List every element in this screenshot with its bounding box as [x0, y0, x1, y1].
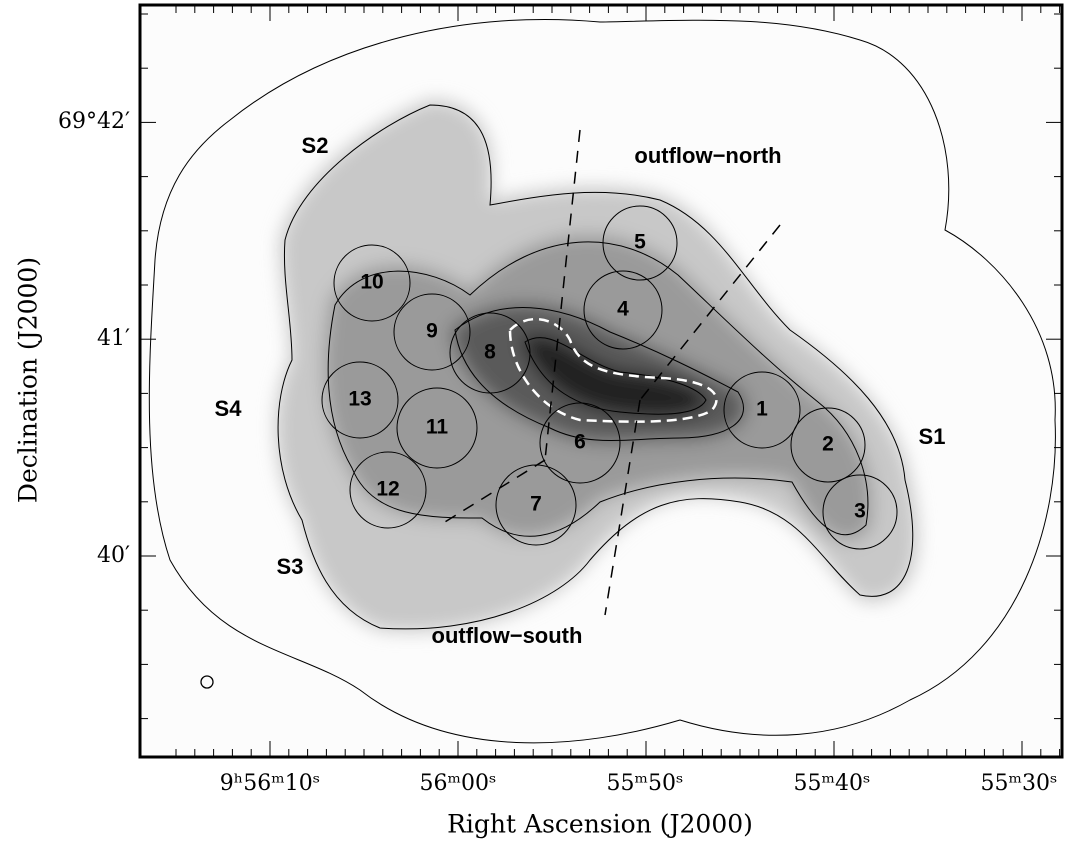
- region-label: S1: [919, 424, 946, 449]
- regions: S2 outflow−north S4 S1 S3 outflow−south: [215, 133, 946, 648]
- beam: [200, 675, 214, 689]
- y-tick-label: 41′: [97, 326, 130, 351]
- x-tick-label: 55ᵐ30ˢ: [981, 771, 1058, 796]
- aperture: [349, 451, 427, 529]
- aperture-label: 6: [574, 431, 586, 454]
- aperture-label: 2: [822, 433, 834, 456]
- region-label: outflow−south: [432, 623, 583, 648]
- x-tick-label: 56ᵐ00ˢ: [420, 771, 497, 796]
- region-label: outflow−north: [634, 143, 781, 168]
- aperture-label: 11: [426, 416, 449, 439]
- aperture: [602, 205, 678, 281]
- aperture-label: 3: [854, 500, 866, 523]
- x-tick-label: 55ᵐ40ˢ: [794, 771, 871, 796]
- axis-labels: 9ʰ56ᵐ10ˢ 56ᵐ00ˢ 55ᵐ50ˢ 55ᵐ40ˢ 55ᵐ30ˢ69°42′41…: [58, 109, 1057, 796]
- aperture: [396, 387, 478, 469]
- tick-marks: [140, 5, 1062, 757]
- aperture-label: 12: [376, 478, 399, 501]
- aperture: [321, 361, 399, 439]
- aperture-label: 7: [530, 493, 542, 516]
- x-tick-label: 9ʰ56ᵐ10ˢ: [220, 771, 320, 796]
- aperture: [393, 293, 471, 371]
- contours: [277, 104, 914, 630]
- aperture-label: 5: [634, 231, 646, 254]
- x-tick-label: 55ᵐ50ˢ: [607, 771, 684, 796]
- gray-emission: [276, 100, 918, 632]
- aperture: [333, 244, 411, 322]
- y-tick-label: 69°42′: [58, 109, 130, 134]
- aperture-label: 1: [756, 398, 768, 421]
- y-tick-label: 40′: [97, 543, 130, 568]
- region-label: S3: [277, 554, 304, 579]
- aperture: [449, 312, 531, 394]
- aperture: [583, 270, 663, 350]
- aperture-label: 10: [360, 271, 383, 294]
- region-label: S4: [215, 396, 243, 421]
- frame: [138, 3, 1064, 759]
- aperture-label: 9: [426, 320, 438, 343]
- aperture-label: 13: [348, 388, 371, 411]
- y-axis-title: Declination (J2000): [14, 257, 43, 503]
- region-label: S2: [302, 133, 329, 158]
- x-axis-title: Right Ascension (J2000): [447, 810, 753, 839]
- aperture: [790, 407, 866, 483]
- outflow-lines: [439, 129, 781, 616]
- coverage-contour: [148, 18, 1056, 744]
- white-dashed-outline: [508, 317, 718, 423]
- aperture-label: 8: [484, 341, 496, 364]
- aperture: [495, 464, 577, 546]
- aperture-label: 4: [617, 298, 629, 321]
- aperture: [539, 402, 621, 484]
- aperture: [723, 371, 801, 449]
- aperture: [822, 474, 898, 550]
